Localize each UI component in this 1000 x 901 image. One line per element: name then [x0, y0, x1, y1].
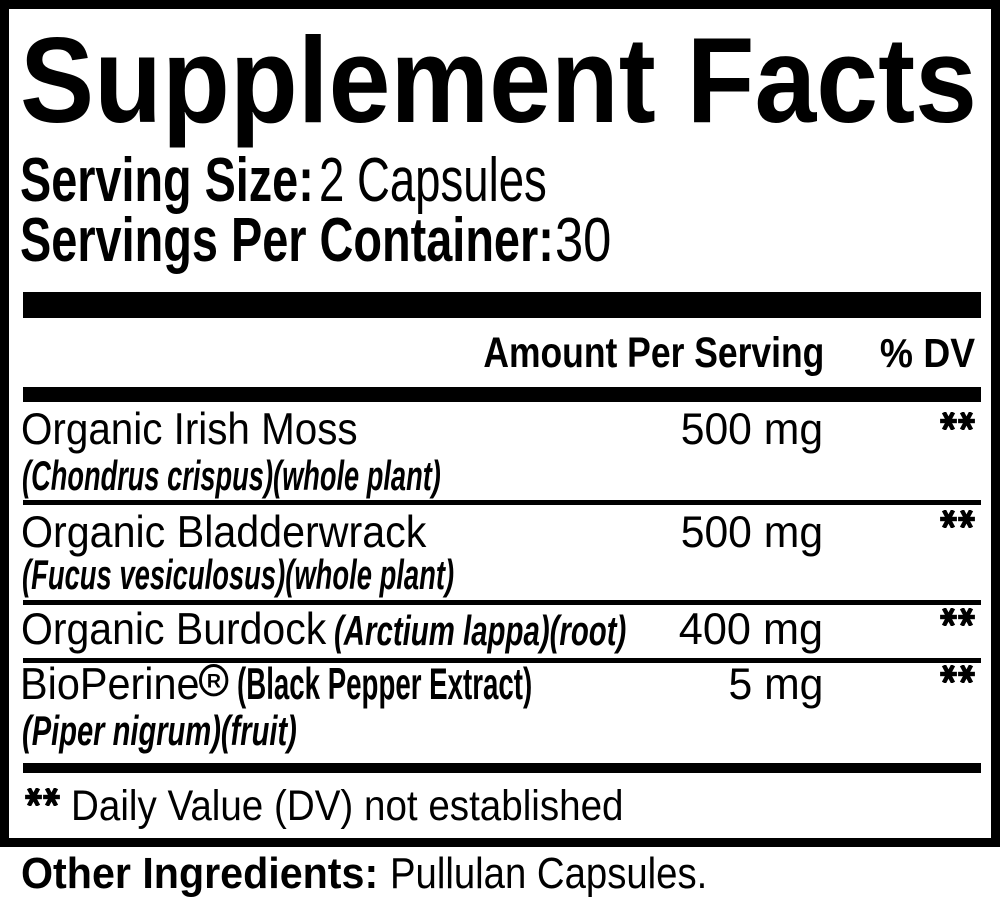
- svg-text:R: R: [207, 670, 221, 692]
